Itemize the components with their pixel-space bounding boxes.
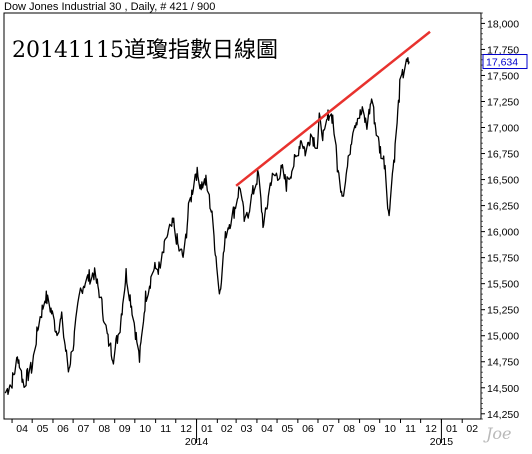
x-tick-label: 01 bbox=[446, 423, 458, 435]
trendline bbox=[235, 30, 431, 187]
x-tick-label: 06 bbox=[57, 423, 69, 435]
x-tick-label: 07 bbox=[323, 423, 335, 435]
x-tick-label: 12 bbox=[425, 423, 437, 435]
x-tick-label: 12 bbox=[180, 423, 192, 435]
x-tick-label: 11 bbox=[405, 423, 416, 435]
x-tick-label: 04 bbox=[261, 423, 273, 435]
x-tick-label: 02 bbox=[221, 423, 233, 435]
x-tick-label: 08 bbox=[98, 423, 110, 435]
last-price-box bbox=[482, 54, 528, 70]
y-tick-label: 17,250 bbox=[487, 96, 519, 108]
last-price-text: 17,634 bbox=[486, 57, 518, 69]
y-tick-label: 16,750 bbox=[487, 149, 519, 161]
y-tick-label: 14,750 bbox=[487, 357, 519, 369]
year-label: 2015 bbox=[430, 436, 454, 448]
y-tick-label: 17,500 bbox=[487, 70, 519, 82]
watermark: Joe bbox=[486, 424, 512, 443]
year-label: 2014 bbox=[185, 436, 209, 448]
y-tick-label: 16,250 bbox=[487, 201, 519, 213]
x-axis: 04 05 06 07 08 09 10 11 12 01 02 03 04 05 06 07 08 09 10 11… bbox=[11, 419, 478, 448]
x-tick-label: 09 bbox=[119, 423, 131, 435]
x-tick-label: 08 bbox=[343, 423, 355, 435]
y-tick-label: 15,750 bbox=[487, 253, 519, 265]
x-tick-label: 02 bbox=[466, 423, 478, 435]
x-tick-label: 09 bbox=[364, 423, 376, 435]
y-tick-label: 15,500 bbox=[487, 279, 519, 291]
x-tick-label: 10 bbox=[384, 423, 396, 435]
x-tick-label: 06 bbox=[302, 423, 314, 435]
x-tick-label: 03 bbox=[241, 423, 253, 435]
x-tick-label: 10 bbox=[139, 423, 151, 435]
y-tick-label: 15,250 bbox=[487, 305, 519, 317]
x-tick-label: 01 bbox=[201, 423, 213, 435]
y-tick-label: 17,000 bbox=[487, 123, 519, 135]
x-tick-label: 05 bbox=[37, 423, 49, 435]
plot-frame bbox=[3, 12, 482, 420]
x-tick-label: 07 bbox=[78, 423, 90, 435]
chart-title: 20141115道瓊指數日線圖 bbox=[12, 38, 278, 63]
price-series-line bbox=[4, 57, 410, 396]
last-price-label: 17,634 bbox=[482, 54, 528, 70]
x-tick-label: 11 bbox=[160, 423, 171, 435]
x-tick-label: 04 bbox=[16, 423, 28, 435]
y-tick-label: 18,000 bbox=[487, 18, 519, 30]
y-tick-label: 16,000 bbox=[487, 227, 519, 239]
chart-header: Dow Jones Industrial 30 , Daily, # 421 /… bbox=[4, 1, 216, 13]
y-tick-label: 16,500 bbox=[487, 175, 519, 187]
y-axis: 14,250 14,500 14,750 15,000 15,250 15,500 15,7… bbox=[481, 12, 519, 421]
y-tick-label: 17,750 bbox=[487, 44, 519, 56]
y-tick-label: 15,000 bbox=[487, 331, 519, 343]
y-tick-label: 14,250 bbox=[487, 409, 519, 421]
x-tick-label: 05 bbox=[282, 423, 294, 435]
y-tick-label: 14,500 bbox=[487, 383, 519, 395]
